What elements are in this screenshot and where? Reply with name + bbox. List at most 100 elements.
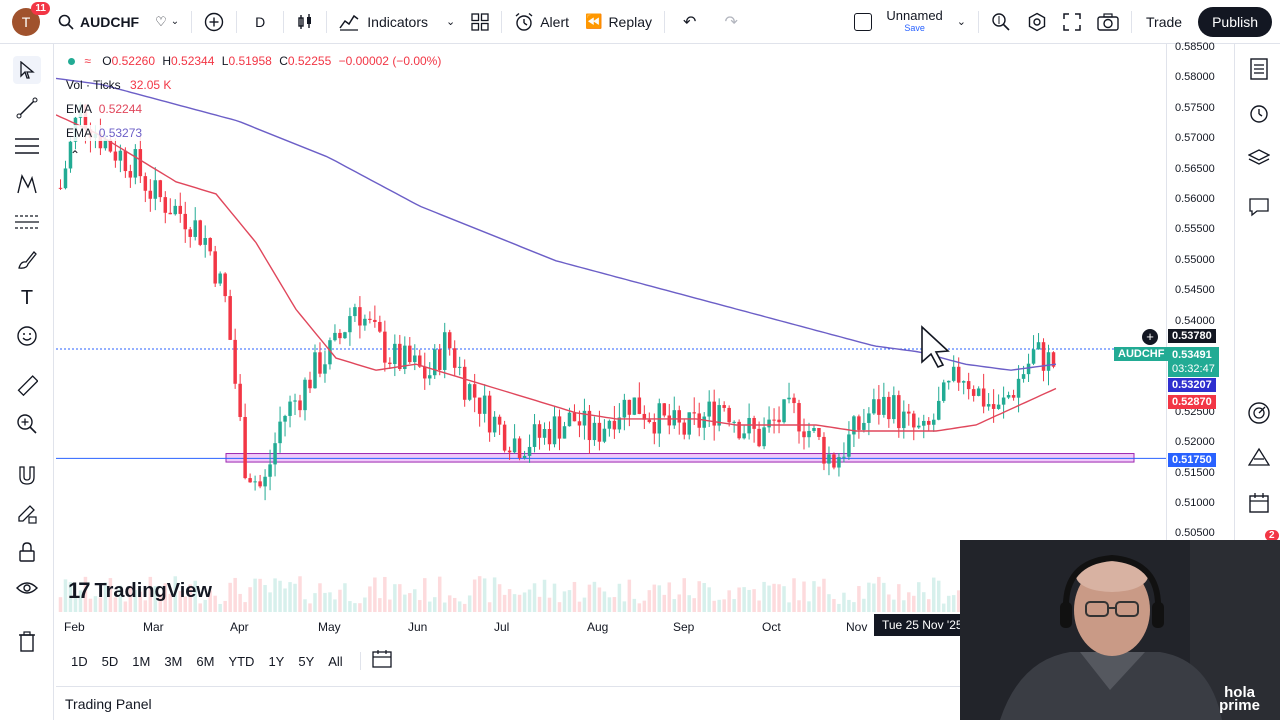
cursor-icon[interactable] <box>13 56 41 84</box>
settings-button[interactable] <box>1019 0 1055 44</box>
lock-draw-icon[interactable] <box>13 500 41 528</box>
layout-name-button[interactable]: Unnamed Save ⌄ <box>846 0 974 44</box>
eye-icon[interactable] <box>13 574 41 602</box>
range-button-5y[interactable]: 5Y <box>298 653 315 669</box>
watchlist-icon[interactable] <box>1246 56 1272 82</box>
price-tick-label: 0.51000 <box>1175 497 1215 509</box>
candle-body <box>882 396 886 415</box>
candle-body <box>1006 395 1011 398</box>
lock-icon[interactable] <box>13 538 41 566</box>
range-button-all[interactable]: All <box>328 653 343 669</box>
chart-canvas[interactable] <box>56 44 1232 644</box>
goto-date-button[interactable] <box>371 649 393 674</box>
trend-line-icon[interactable] <box>13 94 41 122</box>
candle-body <box>447 332 452 349</box>
measure-fib-icon[interactable] <box>13 208 41 236</box>
collapse-legend-icon[interactable]: ⌃ <box>70 148 81 162</box>
volume-bar <box>163 583 168 612</box>
compare-dropdown[interactable]: ♡ ⌄ <box>147 0 187 44</box>
candle-body <box>423 366 427 379</box>
ema-fast-legend[interactable]: EMA 0.52244 <box>64 101 145 117</box>
pattern-icon[interactable] <box>13 170 41 198</box>
range-button-3m[interactable]: 3M <box>164 653 183 669</box>
tradingview-logo[interactable]: 17 TradingView <box>68 578 212 604</box>
alerts-clock-icon[interactable] <box>1246 100 1272 126</box>
trash-icon[interactable] <box>13 628 41 656</box>
candle-body <box>413 355 417 363</box>
ema-slow-legend[interactable]: EMA 0.53273 <box>64 125 145 141</box>
chart-type-button[interactable] <box>288 0 322 44</box>
volume-bar <box>437 576 442 612</box>
chart-pane[interactable]: ≈ O0.52260 H0.52344 L0.51958 C0.52255 −0… <box>56 41 1232 644</box>
candle-body <box>1001 397 1006 405</box>
volume-bar <box>567 590 572 612</box>
replay-button[interactable]: ⏪ Replay <box>577 0 660 44</box>
add-symbol-button[interactable] <box>196 0 232 44</box>
chat-icon[interactable] <box>1246 194 1272 220</box>
alert-button[interactable]: Alert <box>506 0 577 44</box>
vol-value: 32.05 K <box>130 78 172 92</box>
candle-body <box>477 397 482 414</box>
hotlist-icon[interactable] <box>1246 444 1272 470</box>
symbol-search[interactable]: AUDCHF <box>50 0 147 44</box>
layout-templates-button[interactable] <box>463 0 497 44</box>
volume-bar <box>243 602 247 612</box>
candle-body <box>912 413 916 428</box>
fullscreen-button[interactable] <box>1055 0 1089 44</box>
hola-prime-logo: hola prime <box>1219 685 1260 713</box>
magnet-icon[interactable] <box>13 462 41 490</box>
add-plus-icon[interactable]: + <box>1142 329 1158 345</box>
candle-body <box>757 428 761 447</box>
publish-button[interactable]: Publish <box>1198 6 1272 37</box>
interval-button[interactable]: D <box>255 13 266 30</box>
range-button-ytd[interactable]: YTD <box>228 653 255 669</box>
trade-button[interactable]: Trade <box>1146 13 1183 30</box>
layers-icon[interactable] <box>1246 146 1272 172</box>
brush-icon[interactable] <box>13 246 41 274</box>
volume-bar <box>562 591 567 612</box>
ruler-icon[interactable] <box>13 372 41 400</box>
emoji-icon[interactable] <box>13 322 41 350</box>
range-button-1m[interactable]: 1M <box>132 653 151 669</box>
candle-body <box>772 419 776 421</box>
snapshot-button[interactable] <box>1089 0 1127 44</box>
indicators-button[interactable]: Indicators ⌄ <box>331 0 463 44</box>
separator <box>501 10 503 33</box>
horizontal-lines-icon[interactable] <box>13 132 41 160</box>
candle-body <box>592 422 597 441</box>
candle-body <box>393 343 397 365</box>
volume-bar <box>542 579 547 612</box>
zoom-icon[interactable] <box>13 410 41 438</box>
range-button-6m[interactable]: 6M <box>196 653 215 669</box>
range-button-1d[interactable]: 1D <box>71 653 88 669</box>
support-zone-rect[interactable] <box>225 453 1135 463</box>
volume-bar <box>677 594 682 612</box>
volume-bar <box>762 581 766 612</box>
volume-bar <box>697 581 701 612</box>
candle-body <box>163 197 168 213</box>
range-button-5d[interactable]: 5D <box>101 653 119 669</box>
candle-body <box>787 397 791 400</box>
volume-bar <box>273 578 277 612</box>
target-icon[interactable] <box>1246 400 1272 426</box>
redo-button[interactable]: ↷ <box>710 0 751 44</box>
text-icon[interactable]: T <box>20 286 34 309</box>
volume-legend[interactable]: Vol · Ticks 32.05 K <box>66 77 171 93</box>
candle-body <box>542 429 547 438</box>
range-button-1y[interactable]: 1Y <box>268 653 285 669</box>
calendar-icon[interactable] <box>1246 490 1272 516</box>
quick-search-button[interactable] <box>983 0 1019 44</box>
candle-body <box>966 381 971 390</box>
candle-body <box>457 366 462 368</box>
candle-body <box>907 411 911 414</box>
camera-icon <box>1097 12 1119 31</box>
candle-body <box>1021 374 1026 379</box>
separator <box>359 652 361 670</box>
volume-bar <box>897 584 901 612</box>
volume-bar <box>233 577 237 612</box>
candle-body <box>847 434 851 457</box>
undo-button[interactable]: ↶ <box>669 0 710 44</box>
volume-bar <box>482 578 487 612</box>
volume-bar <box>737 587 741 612</box>
user-avatar[interactable]: T 11 <box>12 1 50 36</box>
